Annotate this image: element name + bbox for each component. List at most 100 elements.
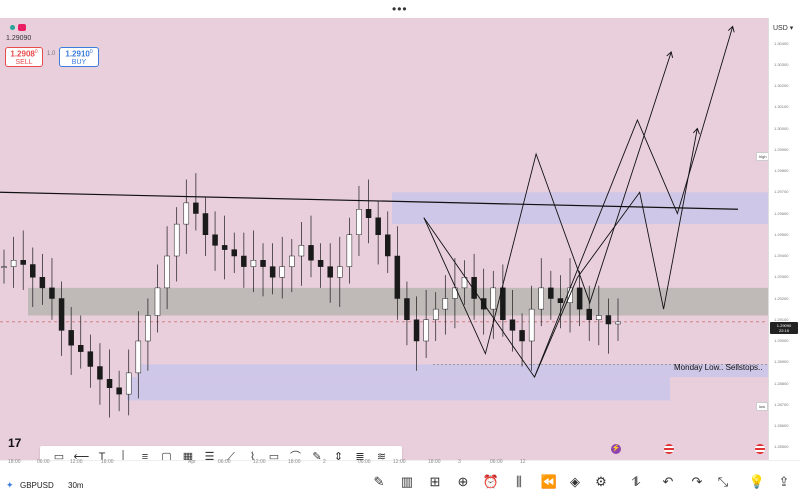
- candles-icon[interactable]: ⫼: [516, 474, 522, 489]
- y-tick-label: 1.29300: [774, 274, 789, 280]
- candle-body: [548, 287, 554, 299]
- measure-icon[interactable]: ⇕: [333, 451, 344, 463]
- x-tick-label: 18:00: [8, 459, 21, 465]
- layers-icon[interactable]: ◈: [570, 474, 580, 489]
- candle-body: [289, 255, 295, 267]
- candle-body: [250, 260, 257, 267]
- candle-body: [317, 260, 324, 267]
- monday-low-label: Monday Low.. Sellstops..: [674, 363, 763, 372]
- chat-icon[interactable]: ▭: [53, 451, 65, 463]
- y-tick-label: 1.30400: [774, 40, 789, 46]
- y-tick-label: 1.29200: [774, 295, 789, 301]
- candle-body: [365, 209, 372, 218]
- candle-body: [452, 287, 458, 299]
- text-icon[interactable]: T: [98, 451, 106, 463]
- candle-body: [327, 266, 333, 278]
- candle-body: [260, 260, 266, 267]
- swap-icon[interactable]: [18, 24, 26, 31]
- candle-body: [10, 260, 17, 267]
- candle-body: [375, 217, 381, 235]
- spread-value: 1.0: [47, 51, 56, 57]
- y-tick-label: 1.29700: [774, 189, 789, 195]
- candle-body: [528, 308, 535, 342]
- note-icon[interactable]: ▭: [268, 451, 280, 463]
- settings-icon[interactable]: ⚙: [595, 474, 607, 489]
- us-flag-icon[interactable]: [755, 444, 765, 454]
- buy-sup: 0: [89, 49, 93, 55]
- y-tick-label: 1.30300: [774, 61, 789, 67]
- candle-body: [538, 287, 544, 310]
- parallel-lines-icon[interactable]: ≡: [141, 451, 149, 463]
- x-tick-label: 18:00: [428, 459, 441, 465]
- trend-icon[interactable]: ⥮: [631, 474, 641, 489]
- x-tick-label: 12:00: [70, 459, 83, 465]
- bottom-bar: [0, 460, 800, 501]
- currency-select[interactable]: USD ▾: [773, 24, 793, 32]
- candle-body: [423, 319, 429, 342]
- pen-icon[interactable]: ✎: [312, 451, 322, 463]
- add-icon[interactable]: ⊕: [457, 474, 469, 489]
- buy-button[interactable]: 1.29100 BUY: [59, 47, 99, 67]
- bulb-icon[interactable]: 💡: [748, 474, 766, 489]
- gann-icon[interactable]: ≋: [376, 451, 387, 463]
- y-tick-label: 1.30000: [774, 125, 789, 131]
- replay-icon[interactable]: ⏪: [540, 474, 558, 489]
- sell-button[interactable]: 1.29080 SELL: [5, 47, 43, 67]
- us-flag-icon[interactable]: [664, 444, 674, 454]
- candle-body: [586, 308, 592, 320]
- candle-body: [615, 321, 621, 325]
- price-axis[interactable]: [768, 18, 800, 460]
- polyline-icon[interactable]: ⌇: [249, 451, 256, 463]
- undo-icon[interactable]: ↶: [662, 474, 674, 489]
- x-tick-label: 06:00: [37, 459, 50, 465]
- candle-body: [413, 319, 420, 342]
- lightning-icon[interactable]: ⚡: [611, 444, 621, 454]
- vertical-line-icon[interactable]: │: [120, 451, 127, 463]
- menu-dots[interactable]: •••: [392, 2, 408, 16]
- symbol-label[interactable]: GBPUSD: [20, 481, 54, 490]
- draw-icon[interactable]: ✎: [373, 474, 385, 489]
- candle-body: [135, 340, 142, 374]
- y-tick-label: 1.30200: [774, 83, 789, 88]
- candle-body: [509, 319, 516, 331]
- redo-icon[interactable]: ↷: [691, 474, 703, 489]
- alert-icon[interactable]: ⏰: [482, 474, 500, 489]
- candle-body: [212, 234, 218, 246]
- sell-sup: 0: [34, 49, 38, 55]
- symbol-icon: ✦: [6, 480, 14, 490]
- candle-body: [337, 266, 343, 278]
- pattern-icon[interactable]: ≣: [355, 451, 365, 463]
- candle-body: [183, 202, 190, 225]
- candle-body: [39, 277, 46, 289]
- candle-body: [20, 260, 26, 265]
- arrowhead-icon: [693, 127, 700, 135]
- price-chart[interactable]: [0, 18, 768, 460]
- collapse-icon[interactable]: ⤡: [717, 474, 729, 489]
- x-tick-label: Apr: [188, 459, 196, 465]
- arrowhead-icon: [727, 25, 735, 33]
- candle-body: [576, 287, 583, 310]
- y-tick-label: 1.28700: [774, 401, 789, 407]
- timeframe-label[interactable]: 30m: [68, 481, 84, 490]
- x-tick-label: 12:00: [393, 459, 406, 465]
- fib-icon[interactable]: ☰: [204, 451, 215, 463]
- brush-icon[interactable]: ⌒: [290, 451, 301, 463]
- candle-body: [356, 209, 362, 235]
- status-dots: [9, 24, 27, 32]
- ray-icon[interactable]: ⟋: [227, 451, 235, 463]
- tradingview-logo: 17: [8, 436, 22, 450]
- candle-body: [500, 287, 506, 320]
- x-tick-label: 18:00: [101, 459, 114, 465]
- layouts-icon[interactable]: ⊞: [429, 474, 441, 489]
- indicators-icon[interactable]: ▥: [400, 474, 414, 489]
- y-tick-label: 1.29400: [774, 253, 789, 258]
- y-tick-label: 1.29000: [774, 338, 789, 343]
- share-icon[interactable]: ⇪: [778, 474, 790, 489]
- candle-body: [605, 315, 612, 325]
- chart-area[interactable]: [0, 18, 768, 460]
- grid-icon[interactable]: ▦: [182, 451, 194, 463]
- rectangle-icon[interactable]: ▢: [161, 451, 172, 463]
- candle-body: [231, 249, 237, 257]
- candle-body: [442, 298, 449, 310]
- candle-body: [269, 266, 276, 278]
